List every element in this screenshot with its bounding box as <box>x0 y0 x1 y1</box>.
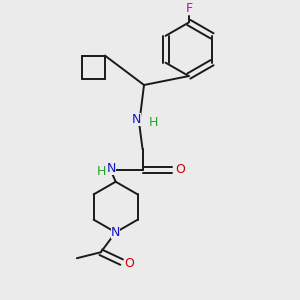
Text: H: H <box>97 165 106 178</box>
Text: O: O <box>124 257 134 270</box>
Text: N: N <box>132 113 141 126</box>
Text: F: F <box>185 2 192 15</box>
Text: N: N <box>111 226 120 239</box>
Text: N: N <box>107 162 116 176</box>
Text: H: H <box>148 116 158 129</box>
Text: O: O <box>175 163 185 176</box>
